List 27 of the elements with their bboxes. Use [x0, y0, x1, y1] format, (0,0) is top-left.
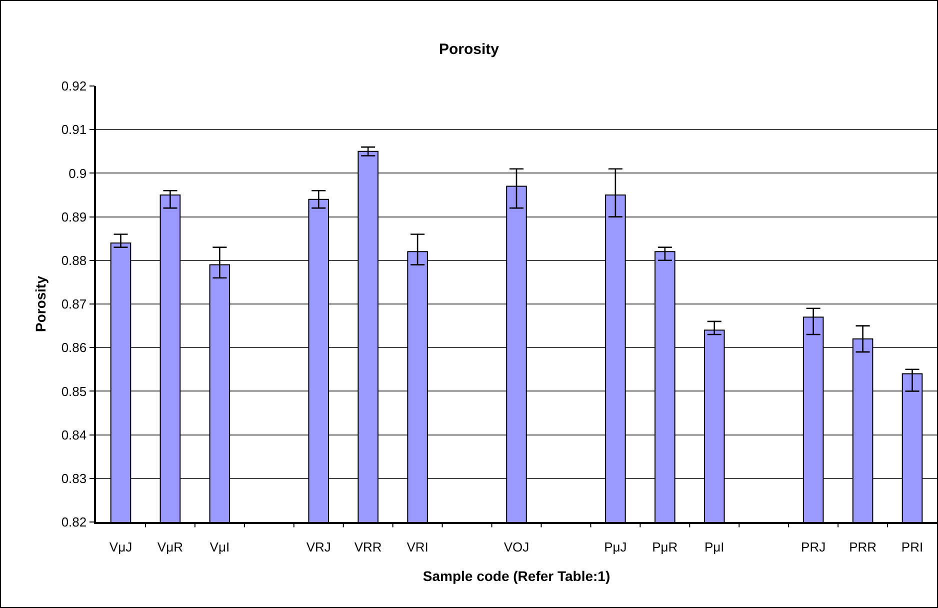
y-axis-title: Porosity: [32, 276, 48, 332]
x-tick-label: VRJ: [306, 539, 331, 554]
x-tick-label: VRR: [354, 539, 382, 554]
x-tick-label: PμI: [704, 539, 724, 554]
y-tick-label: 0.85: [61, 384, 87, 399]
x-tick-label: VμJ: [109, 539, 132, 554]
y-tick-label: 0.92: [61, 78, 87, 94]
x-axis-title: Sample code (Refer Table:1): [422, 568, 610, 584]
x-tick-label: VOJ: [504, 539, 530, 554]
chart-title: Porosity: [438, 40, 500, 58]
x-tick-label: PμJ: [604, 539, 627, 554]
y-tick-label: 0.88: [61, 252, 87, 268]
x-tick-label: PRR: [849, 539, 877, 554]
y-tick-label: 0.84: [61, 427, 87, 442]
x-tick-label: VμR: [157, 539, 183, 554]
x-tick-label: VμI: [210, 539, 230, 554]
y-tick-label: 0.82: [61, 514, 87, 530]
y-tick-label: 0.87: [61, 296, 87, 312]
y-tick-label: 0.9: [68, 166, 87, 181]
x-tick-label: PRJ: [801, 539, 826, 554]
x-tick-label: PRI: [901, 539, 924, 554]
y-tick-label: 0.89: [61, 209, 87, 224]
x-tick-label: PμR: [652, 539, 678, 554]
y-tick-label: 0.91: [61, 122, 87, 138]
x-tick-label: VRI: [406, 539, 428, 554]
y-tick-label: 0.83: [61, 470, 87, 486]
y-tick-label: 0.86: [61, 340, 87, 356]
